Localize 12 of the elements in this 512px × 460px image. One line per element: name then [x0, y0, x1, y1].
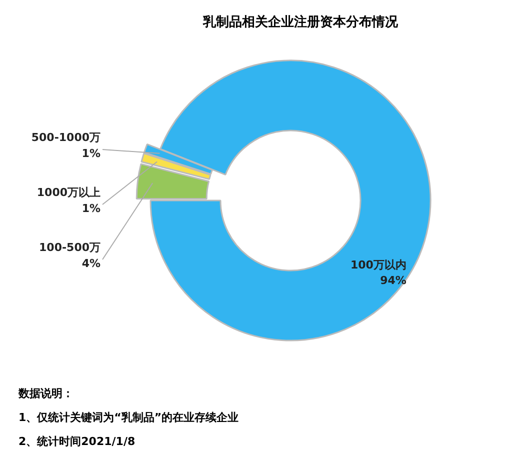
slice-label: 100-500万 — [39, 241, 101, 254]
data-label: 1% — [82, 146, 101, 160]
text: 数据说明： — [18, 387, 74, 400]
data-label: 1% — [82, 202, 101, 215]
slice-label: 1000万以上 — [36, 186, 101, 200]
slice-label: 100万以内 — [350, 258, 406, 272]
data-label: 4% — [82, 256, 101, 270]
chart-title: 乳制品相关企业注册资本分布情况 — [202, 14, 399, 30]
text: 1、仅统计关键词为“乳制品”的在业存续企业 — [18, 411, 239, 424]
data-label: 94% — [380, 274, 406, 287]
slice-label: 500-1000万 — [31, 131, 101, 144]
text: 2、统计时间2021/1/8 — [18, 435, 136, 448]
